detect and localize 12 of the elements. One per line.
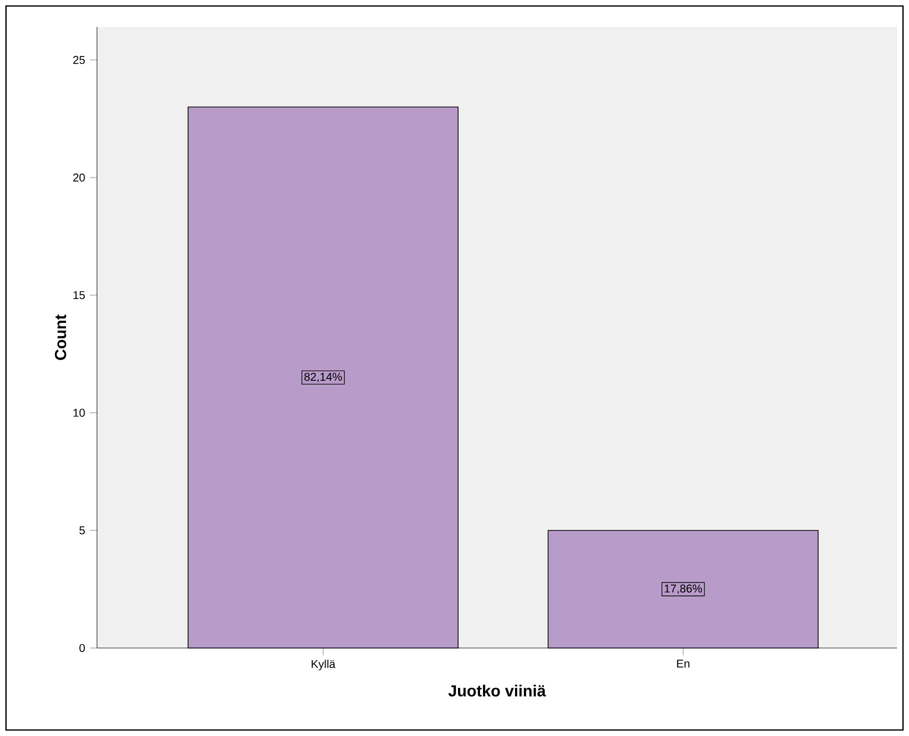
y-tick-label: 20 (73, 174, 85, 182)
x-axis-title: Juotko viiniä (448, 684, 546, 696)
y-axis-title: Count (54, 314, 66, 360)
y-tick-label: 10 (74, 408, 85, 417)
x-tick-label: Kyllä (312, 660, 336, 670)
y-tick-label: 0 (79, 644, 85, 652)
annotation: 82,14% (304, 372, 342, 382)
y-tick-label: 15 (74, 291, 85, 300)
annotation: 17,86% (664, 584, 702, 594)
y-tick-label: 25 (73, 56, 85, 64)
x-tick-label: En (677, 660, 690, 668)
y-tick-label: 5 (79, 526, 85, 534)
